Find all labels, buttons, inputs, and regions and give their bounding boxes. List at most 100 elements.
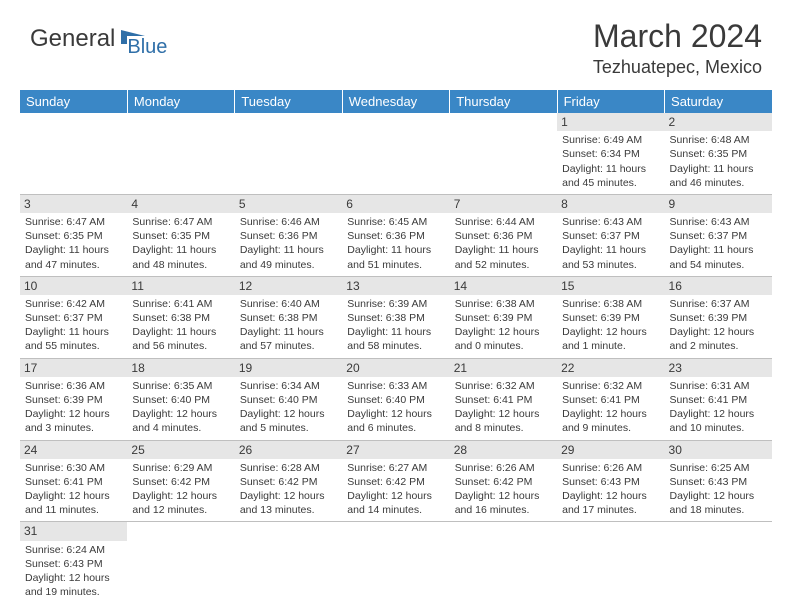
- daylight-text: Daylight: 12 hours: [562, 489, 659, 503]
- day-number: 20: [342, 359, 449, 377]
- sunset-text: Sunset: 6:42 PM: [132, 475, 229, 489]
- day-number: 26: [235, 441, 342, 459]
- daylight-text: and 4 minutes.: [132, 421, 229, 435]
- sunset-text: Sunset: 6:43 PM: [562, 475, 659, 489]
- sunset-text: Sunset: 6:43 PM: [670, 475, 767, 489]
- sunset-text: Sunset: 6:39 PM: [670, 311, 767, 325]
- sunset-text: Sunset: 6:43 PM: [25, 557, 122, 571]
- calendar-cell: 17Sunrise: 6:36 AMSunset: 6:39 PMDayligh…: [20, 358, 127, 440]
- calendar-body: 1Sunrise: 6:49 AMSunset: 6:34 PMDaylight…: [20, 113, 772, 603]
- day-number: 15: [557, 277, 664, 295]
- sunrise-text: Sunrise: 6:40 AM: [240, 297, 337, 311]
- header: General Blue March 2024 Tezhuatepec, Mex…: [0, 0, 792, 86]
- daylight-text: and 56 minutes.: [132, 339, 229, 353]
- month-title: March 2024: [593, 18, 762, 55]
- calendar-row: 1Sunrise: 6:49 AMSunset: 6:34 PMDaylight…: [20, 113, 772, 194]
- weekday-header: Wednesday: [342, 90, 449, 113]
- calendar-cell: 12Sunrise: 6:40 AMSunset: 6:38 PMDayligh…: [235, 276, 342, 358]
- calendar-row: 31Sunrise: 6:24 AMSunset: 6:43 PMDayligh…: [20, 522, 772, 603]
- calendar-cell: [20, 113, 127, 194]
- daylight-text: Daylight: 12 hours: [25, 571, 122, 585]
- daylight-text: and 2 minutes.: [670, 339, 767, 353]
- daylight-text: Daylight: 12 hours: [25, 407, 122, 421]
- sunrise-text: Sunrise: 6:25 AM: [670, 461, 767, 475]
- sunrise-text: Sunrise: 6:43 AM: [562, 215, 659, 229]
- daylight-text: and 1 minute.: [562, 339, 659, 353]
- sunrise-text: Sunrise: 6:43 AM: [670, 215, 767, 229]
- daylight-text: and 51 minutes.: [347, 258, 444, 272]
- daylight-text: Daylight: 11 hours: [25, 325, 122, 339]
- weekday-header: Thursday: [450, 90, 557, 113]
- weekday-header: Sunday: [20, 90, 127, 113]
- daylight-text: Daylight: 12 hours: [132, 407, 229, 421]
- calendar-cell: 10Sunrise: 6:42 AMSunset: 6:37 PMDayligh…: [20, 276, 127, 358]
- calendar-cell: 6Sunrise: 6:45 AMSunset: 6:36 PMDaylight…: [342, 194, 449, 276]
- sunset-text: Sunset: 6:40 PM: [240, 393, 337, 407]
- calendar-cell: [665, 522, 772, 603]
- calendar-cell: 21Sunrise: 6:32 AMSunset: 6:41 PMDayligh…: [450, 358, 557, 440]
- daylight-text: Daylight: 11 hours: [347, 243, 444, 257]
- daylight-text: Daylight: 12 hours: [132, 489, 229, 503]
- sunrise-text: Sunrise: 6:49 AM: [562, 133, 659, 147]
- sunrise-text: Sunrise: 6:46 AM: [240, 215, 337, 229]
- sunrise-text: Sunrise: 6:33 AM: [347, 379, 444, 393]
- calendar-cell: 13Sunrise: 6:39 AMSunset: 6:38 PMDayligh…: [342, 276, 449, 358]
- calendar-row: 10Sunrise: 6:42 AMSunset: 6:37 PMDayligh…: [20, 276, 772, 358]
- daylight-text: and 13 minutes.: [240, 503, 337, 517]
- daylight-text: Daylight: 12 hours: [562, 325, 659, 339]
- day-number: 7: [450, 195, 557, 213]
- daylight-text: and 9 minutes.: [562, 421, 659, 435]
- daylight-text: Daylight: 12 hours: [455, 325, 552, 339]
- calendar-cell: 25 Sunrise: 6:29 AMSunset: 6:42 PMDayligh…: [127, 440, 234, 522]
- daylight-text: and 52 minutes.: [455, 258, 552, 272]
- calendar-cell: 24Sunrise: 6:30 AMSunset: 6:41 PMDayligh…: [20, 440, 127, 522]
- sunrise-text: Sunrise: 6:48 AM: [670, 133, 767, 147]
- sunset-text: Sunset: 6:39 PM: [455, 311, 552, 325]
- sunrise-text: Sunrise: 6:27 AM: [347, 461, 444, 475]
- day-number: 11: [127, 277, 234, 295]
- calendar-cell: [450, 113, 557, 194]
- sunrise-text: Sunrise: 6:38 AM: [455, 297, 552, 311]
- calendar-cell: 7Sunrise: 6:44 AMSunset: 6:36 PMDaylight…: [450, 194, 557, 276]
- sunset-text: Sunset: 6:38 PM: [132, 311, 229, 325]
- calendar-cell: [235, 522, 342, 603]
- calendar-cell: 4Sunrise: 6:47 AMSunset: 6:35 PMDaylight…: [127, 194, 234, 276]
- calendar-table: Sunday Monday Tuesday Wednesday Thursday…: [20, 90, 772, 603]
- sunset-text: Sunset: 6:38 PM: [347, 311, 444, 325]
- daylight-text: Daylight: 12 hours: [670, 489, 767, 503]
- daylight-text: Daylight: 11 hours: [240, 243, 337, 257]
- daylight-text: and 14 minutes.: [347, 503, 444, 517]
- sunrise-text: Sunrise: 6:30 AM: [25, 461, 122, 475]
- sunrise-text: Sunrise: 6:29 AM: [132, 461, 229, 475]
- sunrise-text: Sunrise: 6:37 AM: [670, 297, 767, 311]
- day-number: 29: [557, 441, 664, 459]
- day-number: 28: [450, 441, 557, 459]
- calendar-cell: [127, 522, 234, 603]
- weekday-header: Friday: [557, 90, 664, 113]
- sunrise-text: Sunrise: 6:36 AM: [25, 379, 122, 393]
- sunset-text: Sunset: 6:35 PM: [25, 229, 122, 243]
- daylight-text: and 12 minutes.: [132, 503, 229, 517]
- logo-text-blue: Blue: [127, 36, 167, 59]
- sunset-text: Sunset: 6:36 PM: [455, 229, 552, 243]
- calendar-cell: 18Sunrise: 6:35 AMSunset: 6:40 PMDayligh…: [127, 358, 234, 440]
- daylight-text: Daylight: 12 hours: [25, 489, 122, 503]
- daylight-text: Daylight: 11 hours: [240, 325, 337, 339]
- calendar-cell: 5Sunrise: 6:46 AMSunset: 6:36 PMDaylight…: [235, 194, 342, 276]
- day-number: 3: [20, 195, 127, 213]
- daylight-text: Daylight: 11 hours: [670, 243, 767, 257]
- sunrise-text: Sunrise: 6:32 AM: [455, 379, 552, 393]
- calendar-cell: [127, 113, 234, 194]
- day-number: 25: [127, 441, 234, 459]
- weekday-header: Monday: [127, 90, 234, 113]
- sunrise-text: Sunrise: 6:47 AM: [25, 215, 122, 229]
- sunrise-text: Sunrise: 6:41 AM: [132, 297, 229, 311]
- calendar-cell: 16Sunrise: 6:37 AMSunset: 6:39 PMDayligh…: [665, 276, 772, 358]
- calendar-row: 17Sunrise: 6:36 AMSunset: 6:39 PMDayligh…: [20, 358, 772, 440]
- daylight-text: and 11 minutes.: [25, 503, 122, 517]
- sunrise-text: Sunrise: 6:47 AM: [132, 215, 229, 229]
- daylight-text: Daylight: 11 hours: [132, 243, 229, 257]
- logo: General Blue: [30, 18, 167, 59]
- daylight-text: Daylight: 11 hours: [347, 325, 444, 339]
- calendar-row: 24Sunrise: 6:30 AMSunset: 6:41 PMDayligh…: [20, 440, 772, 522]
